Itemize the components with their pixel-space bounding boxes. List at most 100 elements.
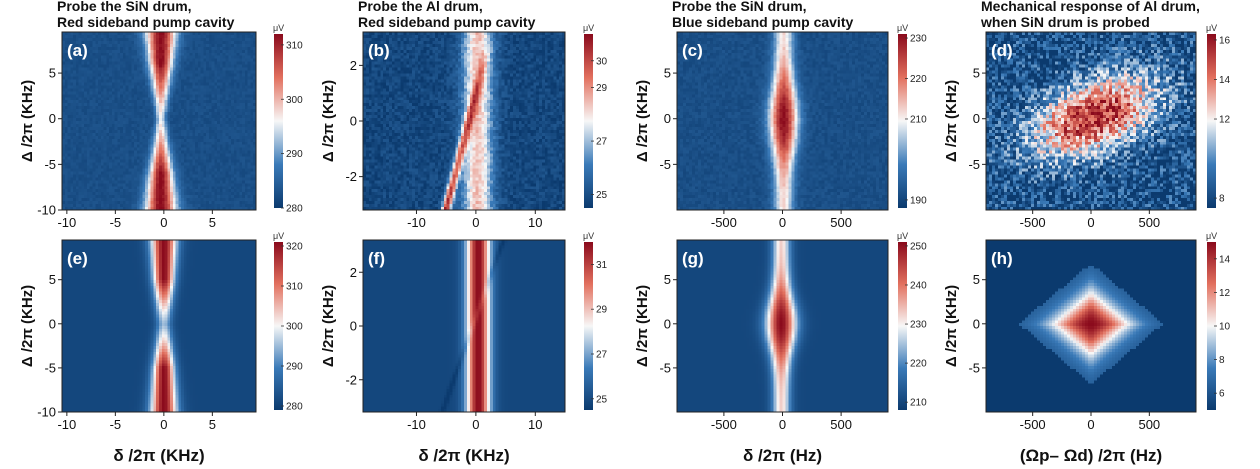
- x-axis-label: δ /2π (KHz): [418, 446, 509, 465]
- y-tick-label: 0: [664, 111, 671, 126]
- panel-b: (b) -10 0 10 -2 0 2 Δ /2π (KHz) μV 25 27 29 30: [320, 23, 608, 230]
- colorbar-tick-label: 10: [1219, 322, 1231, 333]
- y-tick-label: -5: [968, 360, 980, 375]
- y-tick-label: 5: [49, 66, 56, 81]
- colorbar-tick-label: 27: [596, 350, 608, 361]
- colorbar-tick-label: 210: [910, 114, 927, 125]
- panel-e: (e) -10 -5 0 5 -10 -5 0 5 Δ /2π (KHz) μV 280 290 300 3…: [19, 231, 303, 432]
- x-tick-label: -10: [57, 215, 76, 230]
- colorbar: [584, 242, 593, 410]
- x-axis-label: (Ωp– Ωd) /2π (Hz): [1020, 446, 1162, 465]
- colorbar-tick-label: 210: [910, 398, 927, 409]
- heatmap-cells: [986, 32, 1197, 211]
- colorbar-tick-label: 230: [910, 320, 927, 331]
- y-axis-label: Δ /2π (KHz): [943, 80, 960, 162]
- colorbar-tick-label: 27: [596, 137, 608, 148]
- x-tick-label: 0: [1087, 215, 1094, 230]
- x-axis-label: δ /2π (KHz): [113, 446, 204, 465]
- colorbar-tick-label: 8: [1219, 194, 1225, 205]
- x-tick-label: -500: [711, 215, 737, 230]
- colorbar-tick-label: 310: [286, 40, 303, 51]
- y-tick-label: 0: [973, 316, 980, 331]
- x-tick-label: 500: [1138, 215, 1160, 230]
- colorbar: [584, 34, 593, 208]
- y-tick-label: 0: [49, 111, 56, 126]
- colorbar-tick-label: 290: [286, 149, 303, 160]
- colorbar-tick-label: 8: [1219, 355, 1225, 366]
- x-tick-label: -5: [110, 215, 122, 230]
- panel-c: (c) -500 0 500 -5 0 5 Δ /2π (KHz) μV 190 210 220 230: [634, 23, 927, 230]
- panel-label: (g): [682, 249, 704, 268]
- panel-d: (d) -500 0 500 -5 0 5 Δ /2π (KHz) μV 8 12 14 16: [943, 23, 1231, 230]
- y-tick-label: -2: [345, 169, 357, 184]
- y-tick-label: -5: [968, 157, 980, 172]
- column-title: Probe the Al drum,Red sideband pump cavi…: [358, 0, 536, 30]
- colorbar-unit: μV: [1206, 23, 1217, 33]
- colorbar-tick-label: 29: [596, 83, 608, 94]
- y-tick-label: -5: [659, 360, 671, 375]
- y-tick-label: 5: [664, 66, 671, 81]
- y-axis-label: Δ /2π (KHz): [320, 80, 337, 162]
- y-tick-label: 0: [350, 319, 357, 334]
- colorbar-tick-label: 190: [910, 195, 927, 206]
- colorbar-unit: μV: [897, 23, 908, 33]
- heatmap-cells: [986, 240, 1197, 413]
- colorbar-tick-label: 300: [286, 95, 303, 106]
- y-axis-label: Δ /2π (KHz): [19, 80, 36, 162]
- colorbar-tick-label: 320: [286, 242, 303, 253]
- colorbar: [274, 34, 283, 208]
- colorbar-tick-label: 300: [286, 322, 303, 333]
- panel-label: (a): [67, 41, 88, 60]
- x-tick-label: 0: [779, 215, 786, 230]
- y-axis-label: Δ /2π (KHz): [634, 285, 651, 367]
- colorbar-unit: μV: [897, 231, 908, 241]
- x-tick-label: 0: [472, 215, 479, 230]
- colorbar-tick-label: 290: [286, 362, 303, 373]
- colorbar-tick-label: 16: [1219, 35, 1231, 46]
- plot-frame: [61, 239, 257, 413]
- colorbar-unit: μV: [583, 231, 594, 241]
- column-title-line: when SiN drum is probed: [980, 14, 1150, 30]
- heatmap-cells: [363, 32, 566, 211]
- y-tick-label: 2: [350, 265, 357, 280]
- x-tick-label: 10: [528, 215, 542, 230]
- column-title: Probe the SiN drum,Blue sideband pump ca…: [672, 0, 853, 30]
- y-tick-label: -2: [345, 372, 357, 387]
- column-title: Mechanical response of Al drum,when SiN …: [980, 0, 1200, 30]
- y-axis-label: Δ /2π (KHz): [943, 285, 960, 367]
- panel-f: (f) -10 0 10 -2 0 2 Δ /2π (KHz) μV 25 27 29 31: [320, 231, 608, 432]
- column-title-line: Probe the SiN drum,: [57, 0, 192, 14]
- colorbar-tick-label: 6: [1219, 389, 1225, 400]
- y-tick-label: 5: [49, 272, 56, 287]
- colorbar-unit: μV: [273, 23, 284, 33]
- colorbar-tick-label: 29: [596, 305, 608, 316]
- colorbar-tick-label: 220: [910, 74, 927, 85]
- x-tick-label: 10: [528, 417, 542, 432]
- x-tick-label: 0: [779, 417, 786, 432]
- colorbar-tick-label: 25: [596, 394, 608, 405]
- colorbar-tick-label: 25: [596, 190, 608, 201]
- colorbar-tick-label: 310: [286, 282, 303, 293]
- y-tick-label: -5: [44, 157, 56, 172]
- x-tick-label: 500: [1138, 417, 1160, 432]
- column-title-line: Probe the Al drum,: [358, 0, 483, 14]
- x-tick-label: 0: [1087, 417, 1094, 432]
- colorbar-unit: μV: [583, 23, 594, 33]
- x-tick-label: -10: [57, 417, 76, 432]
- y-tick-label: -10: [37, 405, 56, 420]
- x-tick-label: -500: [1020, 215, 1046, 230]
- x-tick-label: -5: [110, 417, 122, 432]
- panel-a: (a) -10 -5 0 5 -10 -5 0 5 Δ /2π (KHz) μV 280 290 300 3…: [19, 23, 303, 230]
- colorbar-unit: μV: [1206, 231, 1217, 241]
- colorbar: [1207, 34, 1216, 208]
- column-title-line: Red sideband pump cavity: [57, 14, 235, 30]
- heatmap-cells: [677, 32, 889, 211]
- colorbar: [274, 242, 283, 410]
- colorbar-tick-label: 230: [910, 34, 927, 45]
- heatmap-cells: [62, 32, 257, 211]
- colorbar-tick-label: 31: [596, 260, 608, 271]
- colorbar-tick-label: 280: [286, 204, 303, 215]
- panel-label: (b): [368, 41, 390, 60]
